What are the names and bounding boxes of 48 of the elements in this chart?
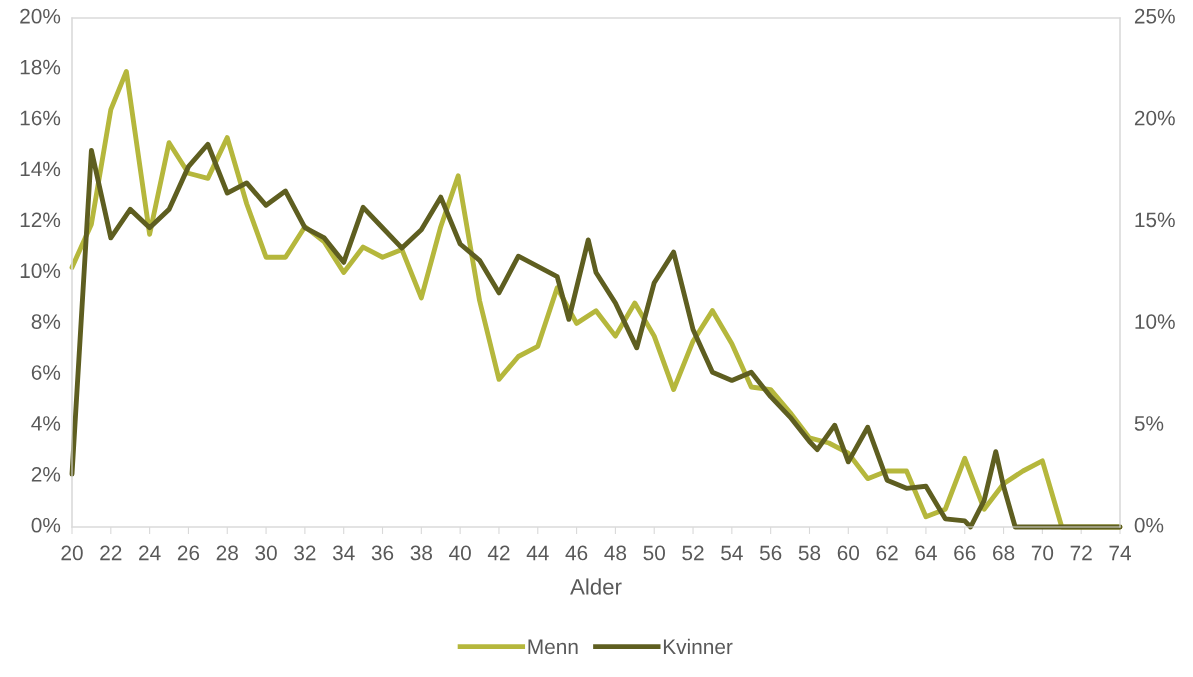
legend-label: Kvinner: [663, 638, 733, 655]
y2-tick-label: 25%: [1134, 8, 1175, 24]
x-tick-label: 64: [915, 545, 937, 561]
x-tick-label: 54: [721, 545, 743, 561]
y-tick-label: 14%: [20, 161, 61, 177]
x-tick-label: 42: [487, 545, 510, 561]
x-tick-label: 60: [837, 545, 860, 561]
x-tick-label: 70: [1031, 545, 1054, 561]
x-tick-label: 28: [216, 545, 238, 561]
y-tick-label: 0%: [31, 517, 61, 533]
y-tick-label: 8%: [31, 314, 61, 329]
x-tick-label: 74: [1109, 545, 1131, 561]
y-tick-label: 16%: [20, 110, 61, 126]
x-tick-label: 66: [954, 545, 976, 561]
x-axis-title: Alder: [570, 578, 622, 595]
x-tick-label: 40: [449, 545, 471, 561]
x-tick-label: 32: [294, 545, 316, 561]
x-tick-label: 72: [1070, 545, 1092, 561]
y-tick-label: 20%: [20, 8, 61, 24]
x-tick-label: 30: [255, 545, 277, 561]
x-tick-label: 52: [682, 545, 704, 561]
y-tick-label: 12%: [20, 212, 61, 228]
y2-tick-label: 20%: [1134, 110, 1175, 126]
y2-tick-label: 10%: [1135, 314, 1175, 329]
y-tick-label: 6%: [31, 365, 61, 380]
x-tick-label: 38: [410, 545, 433, 561]
x-tick-label: 58: [798, 545, 821, 561]
legend-label: Menn: [528, 639, 578, 655]
x-tick-label: 34: [332, 545, 355, 561]
x-tick-label: 48: [604, 545, 627, 561]
x-tick-label: 24: [139, 545, 161, 561]
x-tick-label: 56: [759, 545, 782, 561]
y2-tick-label: 15%: [1135, 212, 1175, 228]
x-tick-label: 68: [993, 545, 1015, 561]
y2-tick-label: 5%: [1134, 416, 1164, 431]
x-tick-label: 22: [100, 545, 122, 561]
y-tick-label: 18%: [20, 59, 61, 75]
y2-tick-label: 0%: [1134, 517, 1164, 533]
x-tick-label: 46: [565, 545, 588, 561]
x-tick-label: 26: [177, 545, 200, 561]
y-tick-label: 2%: [31, 466, 61, 482]
x-tick-label: 50: [643, 545, 665, 561]
x-tick-label: 20: [61, 545, 83, 561]
y-tick-label: 10%: [20, 263, 61, 279]
x-tick-label: 36: [371, 545, 394, 561]
y-tick-label: 4%: [31, 416, 61, 431]
x-tick-label: 44: [526, 545, 549, 561]
x-tick-label: 62: [876, 545, 898, 561]
